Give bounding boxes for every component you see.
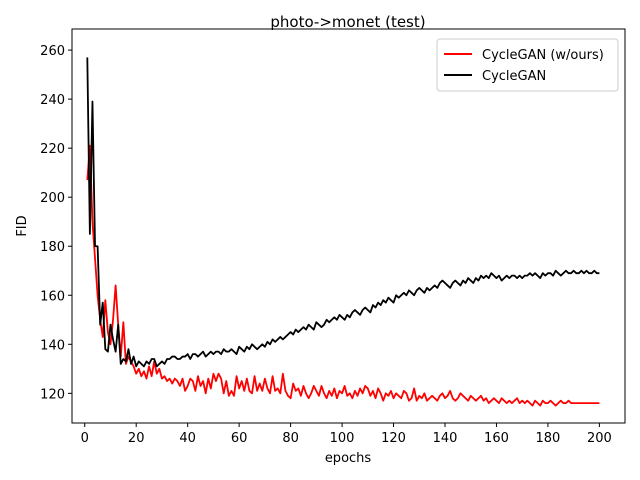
x-axis-label: epochs: [325, 451, 372, 466]
x-tick-label: 60: [231, 431, 248, 446]
x-tick-label: 120: [381, 431, 406, 446]
y-tick-label: 220: [40, 142, 65, 157]
series-line-cyclegan: [86, 57, 600, 368]
y-tick-label: 180: [40, 240, 65, 255]
y-tick-label: 160: [40, 289, 65, 304]
y-axis-label: FID: [15, 215, 30, 236]
x-tick-label: 40: [179, 431, 196, 446]
legend: CycleGAN (w/ours) CycleGAN: [436, 38, 619, 92]
x-tick-label: 80: [282, 431, 299, 446]
chart-title: photo->monet (test): [270, 13, 425, 31]
x-tick-label: 160: [484, 431, 509, 446]
y-tick-label: 140: [40, 338, 65, 353]
legend-label-cyclegan-w-ours: CycleGAN (w/ours): [482, 48, 604, 63]
x-tick-label: 20: [128, 431, 145, 446]
series-line-cyclegan-w-ours: [86, 144, 600, 407]
y-tick-label: 260: [40, 44, 65, 59]
y-axis: 120 140 160 180 200 220 240 260: [40, 44, 72, 402]
x-tick-label: 0: [81, 431, 89, 446]
y-tick-label: 200: [40, 191, 65, 206]
legend-box: [436, 38, 619, 92]
y-tick-label: 120: [40, 387, 65, 402]
legend-label-cyclegan: CycleGAN: [482, 69, 546, 84]
x-axis: 0 20 40 60 80 100 120 140 160 180 200: [81, 423, 612, 446]
series-lines: [86, 57, 600, 407]
y-tick-label: 240: [40, 93, 65, 108]
x-tick-label: 100: [330, 431, 355, 446]
plot-area-frame: [71, 28, 626, 424]
x-tick-label: 200: [587, 431, 612, 446]
x-tick-label: 140: [433, 431, 458, 446]
x-tick-label: 180: [536, 431, 561, 446]
